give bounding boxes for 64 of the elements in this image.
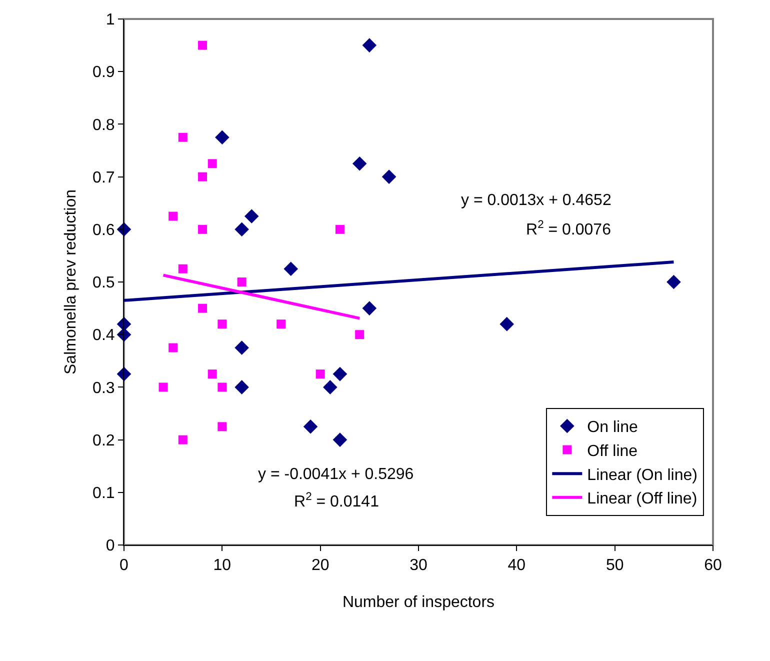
legend-label: Linear (Off line): [587, 490, 698, 508]
y-tick-label: 0.7: [92, 169, 115, 186]
point: [198, 304, 208, 313]
point: [284, 262, 298, 276]
annotation: y = 0.0013x + 0.4652: [461, 192, 612, 209]
annotation: R$^{2}$ = 0.0141: [294, 491, 380, 511]
point: [237, 278, 246, 286]
point: [666, 274, 681, 290]
point: [198, 224, 208, 234]
point: [208, 159, 217, 168]
point: [335, 224, 344, 234]
y-tick-label: 0.9: [92, 64, 115, 82]
x-tick-label: 60: [704, 557, 722, 574]
legend-label: On line: [587, 419, 638, 436]
y-tick-label: 0.4: [92, 327, 115, 344]
point: [332, 432, 348, 447]
point: [362, 38, 377, 52]
y-tick-label: 0.8: [92, 116, 115, 134]
point: [178, 435, 188, 444]
point: [362, 301, 377, 316]
point: [303, 420, 318, 434]
legend-label: Off line: [587, 443, 638, 460]
point: [244, 209, 259, 224]
point: [234, 222, 249, 237]
y-tick-label: 0.6: [92, 222, 115, 239]
point: [352, 156, 367, 171]
point: [168, 212, 178, 221]
annotation: R$^{2}$ = 0.0076: [526, 219, 612, 239]
point: [158, 382, 168, 392]
point: [198, 40, 208, 50]
y-tick-label: 0: [106, 538, 115, 555]
point: [208, 370, 217, 379]
point: [500, 316, 514, 332]
x-axis-title: Number of inspectors: [342, 594, 495, 611]
x-tick-label: 20: [311, 557, 330, 574]
x-tick-label: 0: [120, 557, 129, 574]
point: [316, 370, 325, 379]
y-tick-label: 0.5: [92, 274, 115, 292]
y-tick-label: 0.1: [92, 485, 115, 502]
point: [215, 130, 230, 144]
point: [168, 343, 178, 352]
x-tick-label: 40: [508, 557, 526, 574]
x-tick-label: 10: [213, 557, 232, 574]
point: [218, 320, 227, 329]
y-axis-title: Salmonella prev reduction: [62, 190, 80, 374]
point: [178, 264, 188, 274]
y-tick-label: 1: [106, 12, 115, 29]
point: [332, 366, 348, 382]
annotation: y = -0.0041x + 0.5296: [258, 466, 414, 483]
point: [234, 380, 249, 394]
point: [382, 170, 396, 184]
y-tick-label: 0.3: [92, 380, 115, 397]
point: [178, 132, 188, 142]
point: [198, 172, 208, 182]
point: [234, 340, 249, 355]
x-tick-label: 30: [410, 557, 428, 574]
point: [355, 330, 364, 340]
x-tick-label: 50: [606, 557, 624, 574]
legend-label: Linear (On line): [587, 466, 698, 484]
point: [218, 382, 227, 392]
point: [276, 320, 286, 329]
point: [218, 422, 227, 432]
y-tick-label: 0.2: [92, 432, 115, 450]
point: [323, 380, 338, 394]
